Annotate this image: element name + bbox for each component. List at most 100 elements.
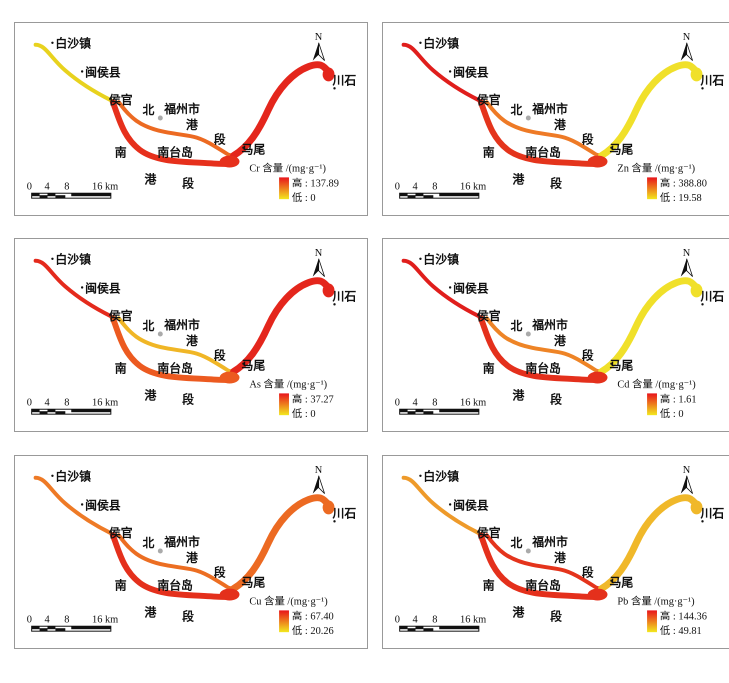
place-label-duan: 段	[582, 133, 594, 147]
place-label-minhouxian: 闽侯县	[453, 65, 489, 79]
map-panel-cd: 白沙镇 闽侯县 侯官北福州市港段南台岛 马尾南港段川石 N 0 4 8 16 km Cd 含量 …	[382, 238, 729, 432]
place-label-gang: 港	[554, 551, 566, 565]
place-label-duan: 段	[214, 566, 226, 580]
place-label-fuzhou: 福州市	[531, 535, 568, 549]
scale-bar: 0 4 8 16 km	[395, 397, 486, 415]
scale-tick: 4	[45, 397, 51, 408]
legend: Zn 含量 /(mg·g⁻¹) 高 : 388.80 低 : 19.58	[617, 161, 707, 204]
scale-bar: 0 4 8 16 km	[27, 614, 118, 632]
river-north-segment	[116, 100, 234, 158]
scale-tick: 16 km	[92, 181, 118, 192]
north-arrow: N	[312, 465, 325, 494]
north-arrow-icon	[312, 258, 319, 277]
scale-tick: 8	[432, 181, 437, 192]
river-north-segment	[116, 316, 234, 374]
svg-text:低 : 49.81: 低 : 49.81	[660, 624, 702, 637]
legend-high-value: 37.27	[310, 394, 333, 405]
city-marker	[525, 548, 531, 554]
legend-high-value: 144.36	[678, 611, 707, 622]
place-label-houguan: 侯官	[477, 93, 501, 107]
legend-high-value: 1.61	[678, 394, 696, 405]
scale-tick: 4	[413, 614, 419, 625]
river-upstream-segment	[401, 475, 481, 536]
place-label-duan: 段	[182, 609, 194, 623]
place-label-gang: 港	[144, 605, 156, 619]
scale-tick: 4	[45, 181, 51, 192]
place-dot	[51, 474, 54, 477]
legend: As 含量 /(mg·g⁻¹) 高 : 37.27 低 : 0	[249, 377, 333, 420]
river-upstream-segment	[401, 42, 481, 103]
city-marker	[525, 115, 531, 121]
city-marker	[525, 331, 531, 337]
scale-tick: 16 km	[460, 181, 486, 192]
svg-text:Cd 含量 /(mg·g⁻¹): Cd 含量 /(mg·g⁻¹)	[617, 377, 695, 390]
place-dot	[610, 362, 613, 365]
svg-text:Cu 含量 /(mg·g⁻¹): Cu 含量 /(mg·g⁻¹)	[249, 594, 327, 607]
place-label-chuanshi: 川石	[700, 506, 725, 520]
place-label-minhouxian: 闽侯县	[85, 498, 121, 512]
scale-tick: 4	[45, 614, 51, 625]
river-mouth	[219, 155, 240, 168]
svg-text:高 : 144.36: 高 : 144.36	[660, 609, 707, 622]
place-label-nan: 南	[483, 362, 495, 376]
place-label-minhouxian: 闽侯县	[453, 281, 489, 295]
svg-text:高 : 137.89: 高 : 137.89	[292, 176, 339, 189]
scale-tick: 0	[27, 397, 32, 408]
river-upstream-segment	[401, 258, 481, 319]
scale-tick: 0	[27, 614, 32, 625]
svg-text:高 : 67.40: 高 : 67.40	[292, 609, 334, 622]
place-label-mawei: 马尾	[609, 143, 633, 157]
place-label-gang: 港	[554, 118, 566, 132]
chuanshi-estuary	[690, 500, 703, 515]
place-label-nantaidao: 南台岛	[157, 362, 193, 376]
place-dot	[242, 362, 245, 365]
place-dot	[51, 41, 54, 44]
svg-text:高 : 37.27: 高 : 37.27	[292, 392, 334, 405]
place-dot	[448, 286, 452, 289]
place-label-bei: 北	[511, 319, 523, 333]
place-dot	[242, 146, 245, 149]
legend-low-label: 低 :	[292, 191, 310, 204]
place-label-nantaidao: 南台岛	[525, 579, 561, 593]
north-arrow-icon	[312, 42, 319, 61]
scale-tick: 0	[395, 397, 400, 408]
legend-unit: 含量 /(mg·g⁻¹)	[632, 161, 696, 174]
legend-element: Cd	[617, 379, 630, 390]
legend-low-value: 0	[310, 409, 315, 420]
place-label-houguan: 侯官	[477, 309, 501, 323]
place-dot	[80, 70, 84, 73]
place-label-bei: 北	[143, 103, 155, 117]
legend-high-label: 高 :	[292, 609, 310, 622]
place-label-baishazhen: 白沙镇	[423, 37, 459, 51]
svg-text:Cr 含量 /(mg·g⁻¹): Cr 含量 /(mg·g⁻¹)	[249, 161, 326, 174]
svg-text:低 : 0: 低 : 0	[660, 407, 684, 420]
river-east-segment	[230, 61, 335, 160]
place-label-fuzhou: 福州市	[531, 102, 568, 116]
chuanshi-estuary	[322, 67, 335, 82]
place-label-minhouxian: 闽侯县	[85, 65, 121, 79]
svg-text:N: N	[315, 248, 323, 259]
legend-gradient	[647, 393, 657, 416]
place-label-baishazhen: 白沙镇	[55, 37, 91, 51]
place-dot	[333, 520, 336, 523]
place-label-nan: 南	[115, 146, 127, 160]
scale-tick: 8	[432, 397, 437, 408]
svg-text:高 : 388.80: 高 : 388.80	[660, 176, 707, 189]
scale-tick: 16 km	[92, 397, 118, 408]
legend-high-label: 高 :	[292, 392, 310, 405]
chuanshi-estuary	[322, 283, 335, 298]
place-dot	[701, 87, 704, 90]
legend-unit: 含量 /(mg·g⁻¹)	[262, 161, 326, 174]
river-east-segment	[598, 494, 703, 593]
place-label-nantaidao: 南台岛	[525, 146, 561, 160]
legend-element: Pb	[617, 596, 628, 607]
river-upstream-segment	[33, 475, 113, 536]
scale-tick: 0	[395, 181, 400, 192]
place-label-duan: 段	[550, 609, 562, 623]
legend-high-label: 高 :	[660, 609, 678, 622]
scale-tick: 16 km	[460, 614, 486, 625]
legend-gradient	[647, 610, 657, 633]
scale-bar: 0 4 8 16 km	[27, 397, 118, 415]
place-label-baishazhen: 白沙镇	[423, 470, 459, 484]
place-label-fuzhou: 福州市	[163, 318, 200, 332]
